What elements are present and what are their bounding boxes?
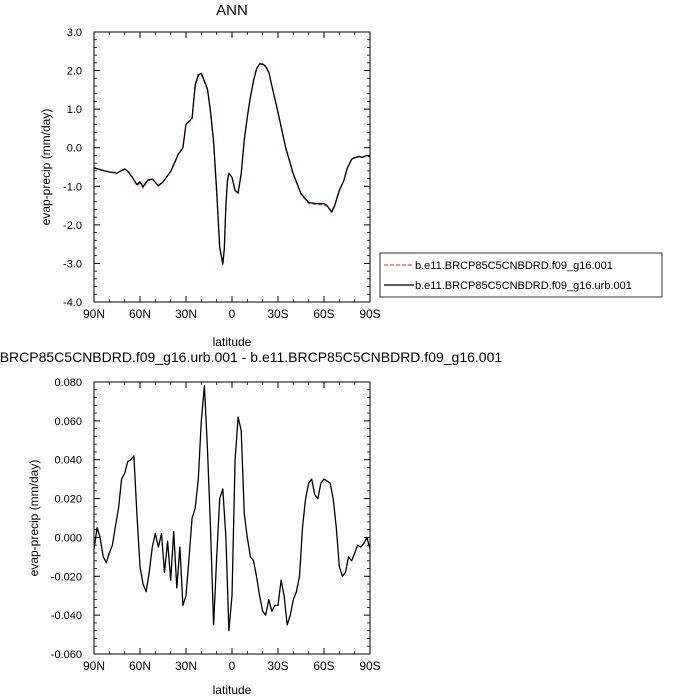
y-tick-label: -3.0 <box>63 258 82 270</box>
legend-label-series-2: b.e11.BRCP85C5CNBDRD.f09_g16.urb.001 <box>415 280 632 292</box>
y-tick-label: -4.0 <box>63 297 82 309</box>
y-tick-label: 0.000 <box>54 532 82 544</box>
bottom-y-axis-label: evap-precip (mm/day) <box>27 460 41 577</box>
y-tick-label: 0.020 <box>54 494 82 506</box>
top-plot-frame <box>93 31 371 303</box>
top-panel: ANN 90N 60N 30N 0 30S 60S 90S 3.0 2.0 1.0 0.0 -1.0 -… <box>39 2 381 349</box>
x-tick-label: 0 <box>229 659 236 673</box>
y-tick-label: 0.0 <box>67 143 82 155</box>
y-tick-label: 1.0 <box>67 104 82 116</box>
y-tick-label: 0.080 <box>54 377 82 389</box>
x-tick-label: 0 <box>229 307 236 321</box>
bottom-title: b.e11.BRCP85C5CNBDRD.f09_g16.urb.001 - b… <box>0 349 502 365</box>
x-tick-label: 90N <box>83 659 105 673</box>
x-tick-label: 90N <box>83 307 105 321</box>
y-tick-label: -0.040 <box>51 610 82 622</box>
series-line-2 <box>93 63 371 265</box>
x-tick-label: 60S <box>313 307 334 321</box>
x-tick-label: 60N <box>129 307 151 321</box>
x-tick-label: 30N <box>175 659 197 673</box>
top-axes: 90N 60N 30N 0 30S 60S 90S 3.0 2.0 1.0 0.0 -1.0 -2.0 -… <box>63 27 381 321</box>
x-tick-label: 90S <box>359 659 380 673</box>
y-tick-label: -0.060 <box>51 649 82 661</box>
legend-box <box>379 252 663 298</box>
series-line-1 <box>93 385 371 632</box>
legend-label-series-1: b.e11.BRCP85C5CNBDRD.f09_g16.001 <box>415 260 613 272</box>
top-y-axis-label: evap-precip (mm/day) <box>39 109 53 226</box>
top-series-lines <box>93 62 371 266</box>
bottom-plot-frame <box>93 381 371 655</box>
x-tick-label: 90S <box>359 307 380 321</box>
y-tick-label: 0.060 <box>54 416 82 428</box>
y-tick-label: 0.040 <box>54 455 82 467</box>
x-tick-label: 60S <box>313 659 334 673</box>
x-tick-label: 30S <box>267 659 288 673</box>
top-x-axis-label: latitude <box>213 335 252 349</box>
bottom-axes: 90N 60N 30N 0 30S 60S 90S 0.080 0.060 0.040 0.020 0… <box>51 377 381 673</box>
top-title: ANN <box>216 2 248 19</box>
x-tick-label: 30N <box>175 307 197 321</box>
y-tick-label: -1.0 <box>63 181 82 193</box>
x-tick-label: 60N <box>129 659 151 673</box>
bottom-panel: b.e11.BRCP85C5CNBDRD.f09_g16.urb.001 - b… <box>0 349 502 697</box>
bottom-series-lines <box>93 385 371 632</box>
x-tick-label: 30S <box>267 307 288 321</box>
y-tick-label: 3.0 <box>67 27 82 39</box>
series-line-1 <box>93 62 371 266</box>
bottom-x-axis-label: latitude <box>213 683 252 697</box>
y-tick-label: -2.0 <box>63 220 82 232</box>
y-tick-label: 2.0 <box>67 66 82 78</box>
legend: b.e11.BRCP85C5CNBDRD.f09_g16.001 b.e11.B… <box>379 252 663 298</box>
y-tick-label: -0.020 <box>51 571 82 583</box>
